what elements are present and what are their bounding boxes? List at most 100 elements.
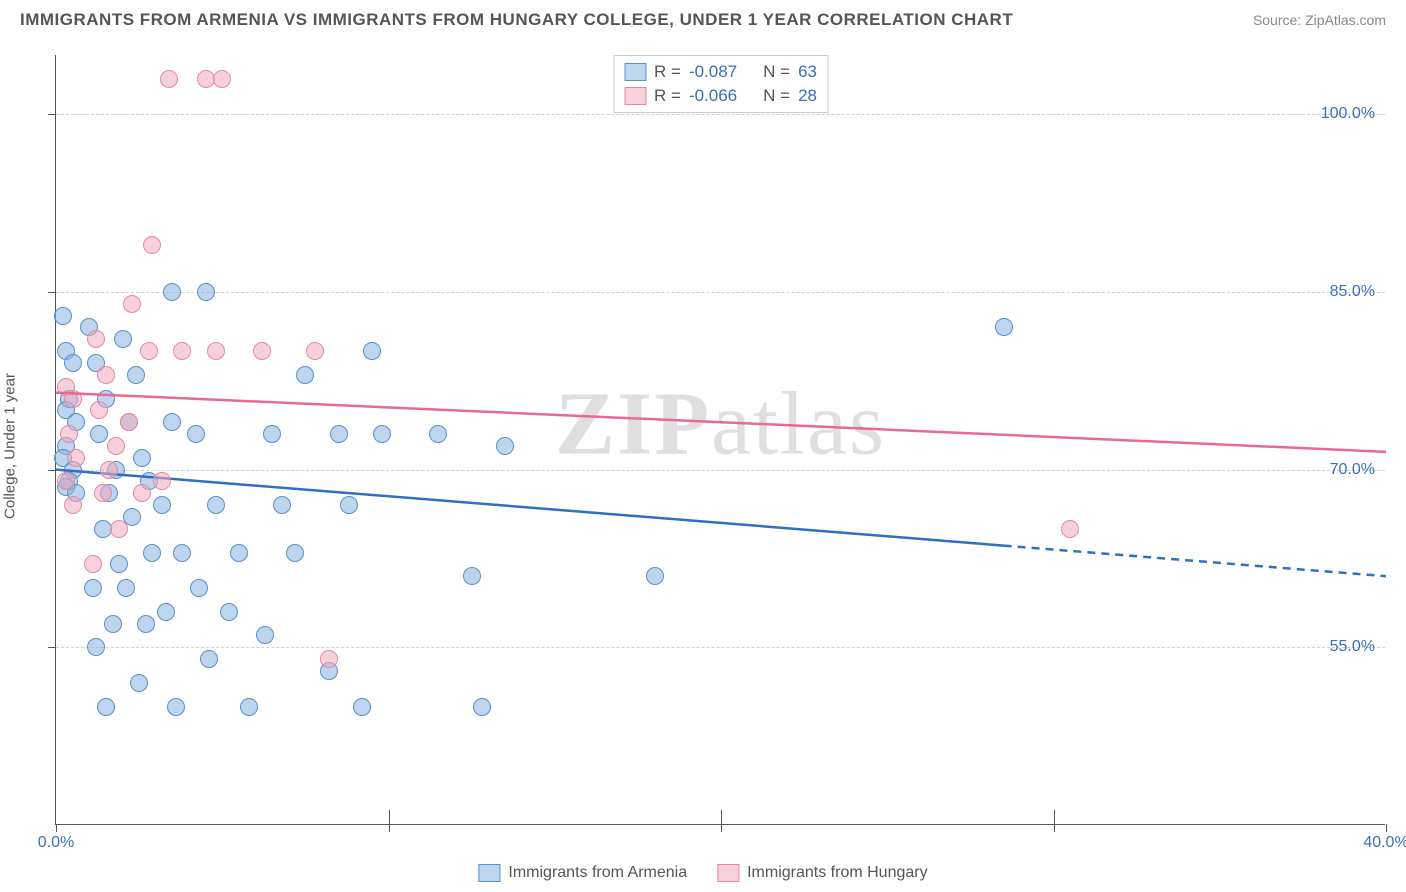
y-axis-label: College, Under 1 year [2, 373, 19, 519]
gridline-horizontal [56, 292, 1385, 293]
data-point [120, 413, 138, 431]
data-point [90, 401, 108, 419]
data-point [90, 425, 108, 443]
legend-label: Immigrants from Hungary [747, 864, 928, 882]
y-tick [48, 647, 56, 648]
data-point [1061, 520, 1079, 538]
data-point [296, 366, 314, 384]
data-point [363, 342, 381, 360]
data-point [167, 698, 185, 716]
data-point [87, 638, 105, 656]
data-point [340, 496, 358, 514]
data-point [133, 484, 151, 502]
data-point [94, 484, 112, 502]
data-point [87, 330, 105, 348]
data-point [107, 437, 125, 455]
data-point [94, 520, 112, 538]
data-point [64, 390, 82, 408]
x-tick [389, 824, 390, 832]
legend-series: Immigrants from Armenia Immigrants from H… [478, 864, 927, 882]
data-point [64, 354, 82, 372]
x-tick [1054, 810, 1055, 825]
data-point [213, 70, 231, 88]
x-tick-label: 40.0% [1363, 834, 1406, 852]
data-point [187, 425, 205, 443]
data-point [173, 342, 191, 360]
gridline-horizontal [56, 470, 1385, 471]
data-point [256, 626, 274, 644]
data-point [429, 425, 447, 443]
legend-item: Immigrants from Armenia [478, 864, 687, 882]
data-point [197, 70, 215, 88]
data-point [160, 70, 178, 88]
data-point [133, 449, 151, 467]
data-point [137, 615, 155, 633]
x-tick [389, 810, 390, 825]
data-point [110, 520, 128, 538]
legend-swatch [624, 63, 646, 81]
data-point [230, 544, 248, 562]
data-point [100, 461, 118, 479]
data-point [197, 283, 215, 301]
r-value: -0.087 [689, 62, 737, 82]
data-point [67, 449, 85, 467]
x-tick [1054, 824, 1055, 832]
data-point [143, 236, 161, 254]
data-point [153, 472, 171, 490]
header: IMMIGRANTS FROM ARMENIA VS IMMIGRANTS FR… [0, 0, 1406, 38]
data-point [253, 342, 271, 360]
gridline-horizontal [56, 647, 1385, 648]
data-point [97, 698, 115, 716]
y-tick-label: 55.0% [1330, 638, 1375, 656]
data-point [123, 295, 141, 313]
data-point [263, 425, 281, 443]
data-point [110, 555, 128, 573]
n-value: 63 [798, 62, 817, 82]
data-point [97, 366, 115, 384]
data-point [240, 698, 258, 716]
data-point [200, 650, 218, 668]
data-point [353, 698, 371, 716]
data-point [127, 366, 145, 384]
data-point [286, 544, 304, 562]
gridline-horizontal [56, 114, 1385, 115]
data-point [60, 425, 78, 443]
y-tick [48, 114, 56, 115]
x-tick [721, 824, 722, 832]
data-point [157, 603, 175, 621]
data-point [153, 496, 171, 514]
r-label: R = [654, 62, 681, 82]
data-point [57, 472, 75, 490]
data-point [84, 579, 102, 597]
data-point [54, 307, 72, 325]
data-point [163, 413, 181, 431]
data-point [473, 698, 491, 716]
data-point [496, 437, 514, 455]
data-point [173, 544, 191, 562]
chart-title: IMMIGRANTS FROM ARMENIA VS IMMIGRANTS FR… [20, 10, 1013, 30]
data-point [143, 544, 161, 562]
data-point [130, 674, 148, 692]
r-value: -0.066 [689, 86, 737, 106]
source-label: Source: ZipAtlas.com [1253, 12, 1386, 28]
x-tick-label: 0.0% [38, 834, 74, 852]
data-point [163, 283, 181, 301]
n-value: 28 [798, 86, 817, 106]
legend-stats-row: R = -0.087 N = 63 [624, 60, 817, 84]
r-label: R = [654, 86, 681, 106]
legend-swatch [478, 864, 500, 882]
data-point [84, 555, 102, 573]
data-point [140, 342, 158, 360]
x-tick [56, 824, 57, 832]
x-tick [721, 810, 722, 825]
scatter-chart: ZIPatlas R =-0.087N =63R =-0.066N =28 55… [55, 55, 1385, 825]
y-tick-label: 70.0% [1330, 461, 1375, 479]
data-point [646, 567, 664, 585]
data-point [330, 425, 348, 443]
n-label: N = [763, 62, 790, 82]
data-point [463, 567, 481, 585]
y-tick-label: 100.0% [1321, 105, 1375, 123]
data-point [64, 496, 82, 514]
legend-label: Immigrants from Armenia [508, 864, 687, 882]
y-tick-label: 85.0% [1330, 283, 1375, 301]
